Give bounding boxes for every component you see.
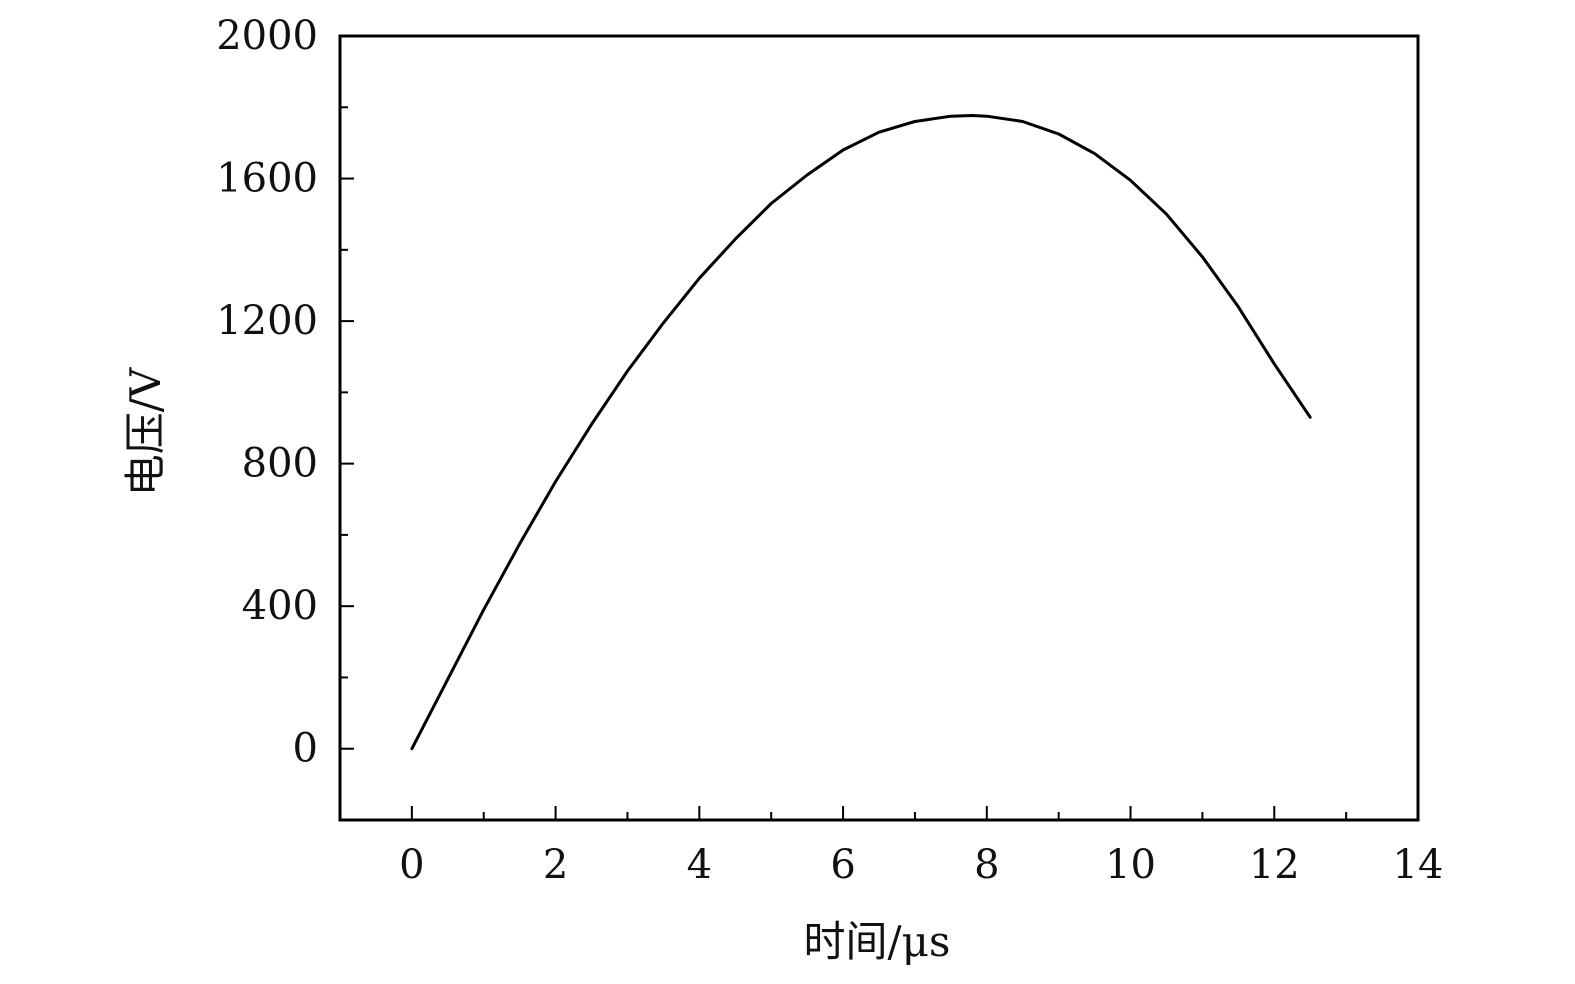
x-tick-label: 6 [830,842,855,888]
series-line [410,114,1312,751]
x-tick-label: 0 [399,842,424,888]
labels-layer: 0 2 4 6 8 10 12 14 0 400 800 1200 1600 2000 [216,13,1443,888]
x-tick-label: 4 [687,842,712,888]
plot-frame [338,34,1420,822]
x-tick-label: 2 [543,842,568,888]
y-tick-label: 2000 [216,13,318,59]
x-tick-label: 12 [1249,842,1300,888]
y-tick-label: 800 [242,441,318,487]
x-axis-title: 时间/μs [803,917,950,966]
x-tick-label: 8 [974,842,999,888]
x-tick-label: 10 [1105,842,1156,888]
y-tick-label: 0 [293,726,318,772]
y-tick-label: 400 [242,583,318,629]
y-tick-label: 1600 [216,156,318,202]
x-tick-label: 14 [1393,842,1444,888]
ticks-layer [339,35,1419,821]
y-axis-title: 电压/V [121,367,170,496]
y-tick-label: 1200 [216,298,318,344]
